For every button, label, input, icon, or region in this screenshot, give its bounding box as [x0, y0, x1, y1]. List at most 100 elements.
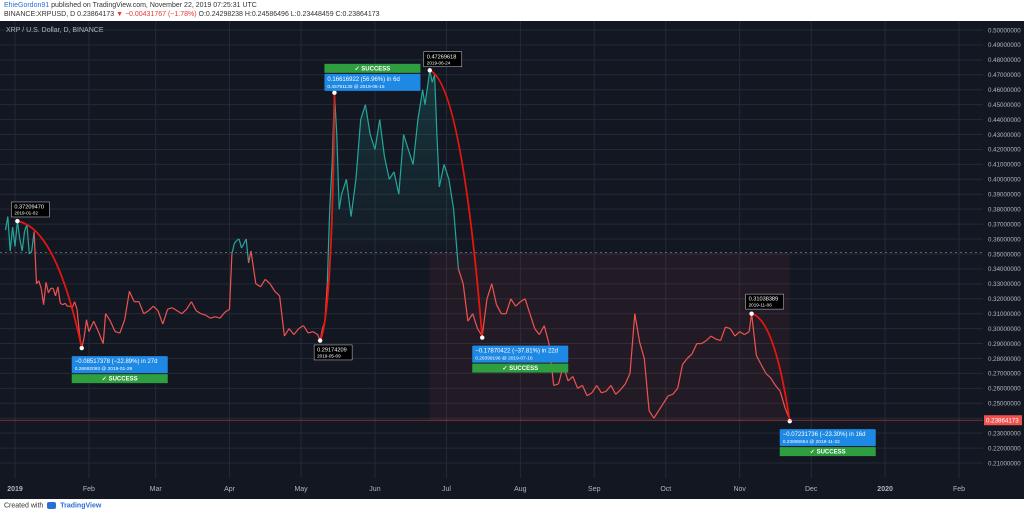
y-tick-label: 0.30000000	[988, 326, 1021, 333]
y-tick-label: 0.37000000	[988, 221, 1021, 228]
x-tick-label: Oct	[660, 486, 671, 493]
price-line-segment	[672, 387, 679, 395]
price-line-segment	[424, 70, 431, 105]
price-line-segment	[350, 179, 357, 217]
price-line-segment	[52, 288, 57, 296]
price-line-segment	[495, 304, 502, 314]
price-line-segment	[412, 119, 419, 165]
price-line-segment	[553, 383, 559, 386]
x-tick-label: Mar	[150, 486, 163, 493]
price-line-segment	[629, 313, 636, 374]
footer-brand[interactable]: TradingView	[60, 502, 102, 509]
price-line-segment	[364, 104, 371, 135]
x-tick-label: Nov	[733, 486, 746, 493]
price-line-segment	[210, 316, 216, 319]
chart-title: XRP / U.S. Dollar, D, BINANCE	[6, 27, 104, 34]
y-tick-label: 0.22000000	[988, 445, 1021, 452]
price-line-segment	[770, 377, 776, 386]
price-line-segment	[739, 331, 745, 336]
price-line-segment	[215, 316, 221, 319]
price-line-segment	[510, 298, 517, 307]
price-line-segment	[379, 119, 386, 157]
price-line-segment	[162, 309, 169, 325]
price-line-segment	[279, 295, 285, 337]
price-line-segment	[157, 310, 164, 325]
price-label-value: 0.37209470	[14, 204, 44, 210]
x-tick-label: Sep	[588, 486, 601, 493]
price-line-segment	[434, 74, 438, 135]
change-label-detail: 0.28692093 @ 2019-01-29	[75, 366, 133, 372]
price-line-segment	[124, 291, 130, 320]
curve-end-dot	[480, 335, 485, 340]
projection-curve	[319, 92, 336, 341]
x-tick-label: Jul	[442, 486, 451, 493]
price-line-segment	[195, 310, 202, 315]
change-label-detail: 0.45791130 @ 2019-05-15	[327, 84, 384, 90]
y-tick-label: 0.34000000	[988, 266, 1021, 273]
price-line-segment	[28, 250, 33, 255]
price-line-segment	[472, 313, 479, 329]
price-line-segment	[543, 325, 550, 344]
ohlc-values: O:0.24298238 H:0.24586496 L:0.23448459 C…	[198, 11, 380, 18]
success-label: ✓ SUCCESS	[502, 366, 538, 372]
price-line-segment	[734, 331, 741, 337]
change-label-box	[779, 429, 876, 447]
price-line-segment	[515, 301, 521, 307]
price-line-segment	[76, 309, 80, 334]
price-line-segment	[57, 286, 61, 304]
price-line-segment	[779, 391, 786, 408]
price-line-segment	[610, 385, 617, 395]
price-line-segment	[102, 313, 107, 344]
price-line-segment	[682, 358, 688, 365]
price-line-segment	[259, 278, 266, 288]
x-tick-label: May	[294, 486, 308, 493]
y-tick-label: 0.36000000	[988, 236, 1021, 243]
price-line-segment	[639, 341, 645, 359]
price-line-segment	[383, 156, 390, 180]
price-line-segment	[74, 301, 78, 310]
curve-end-dot	[79, 345, 84, 351]
price-line-segment	[572, 376, 579, 389]
price-line-segment	[529, 313, 536, 329]
price-line-segment	[245, 238, 250, 263]
price-line-segment	[417, 89, 424, 120]
price-line-segment	[38, 280, 42, 289]
price-line-segment	[715, 338, 721, 342]
y-tick-label: 0.28000000	[988, 356, 1021, 363]
x-tick-label: Dec	[805, 486, 818, 493]
x-tick-label: 2020	[877, 486, 893, 493]
price-line-segment	[19, 238, 23, 252]
price-line-segment	[534, 328, 540, 335]
price-line-segment	[486, 283, 493, 299]
projection-curve	[17, 220, 83, 349]
price-line-segment	[360, 104, 366, 120]
range-shading	[429, 252, 790, 422]
price-line-segment	[422, 89, 426, 105]
y-tick-label: 0.25000000	[988, 401, 1021, 408]
price-line-segment	[9, 227, 14, 252]
y-tick-label: 0.42000000	[988, 147, 1021, 154]
x-tick-label: 2019	[7, 486, 23, 493]
price-line-segment	[176, 310, 183, 315]
price-line-segment	[88, 320, 95, 332]
change-label-main: −0.07231736 (−23.30%) in 16d	[783, 432, 866, 438]
success-label: ✓ SUCCESS	[355, 66, 391, 72]
price-line-segment	[264, 278, 271, 285]
x-tick-label: Aug	[514, 486, 527, 493]
curve-start-dot	[15, 218, 20, 224]
price-line-segment	[248, 250, 252, 264]
price-line-segment	[205, 314, 211, 319]
price-line-segment	[255, 283, 261, 288]
price-line-segment	[748, 313, 753, 332]
price-line-segment	[686, 353, 693, 359]
price-label-box	[745, 293, 784, 310]
y-tick-label: 0.35000000	[988, 251, 1021, 258]
price-line-segment	[491, 283, 498, 305]
price-line-segment	[231, 243, 235, 255]
price-line-segment	[181, 308, 188, 315]
price-line-segment	[326, 209, 331, 284]
price-label-value: 0.29174209	[317, 347, 347, 353]
price-line-segment	[760, 364, 767, 374]
price-chart[interactable]: XRP / U.S. Dollar, D, BINANCE 0.21000000 0…	[0, 21, 1024, 499]
author-link[interactable]: EhieGordon91	[4, 2, 50, 9]
